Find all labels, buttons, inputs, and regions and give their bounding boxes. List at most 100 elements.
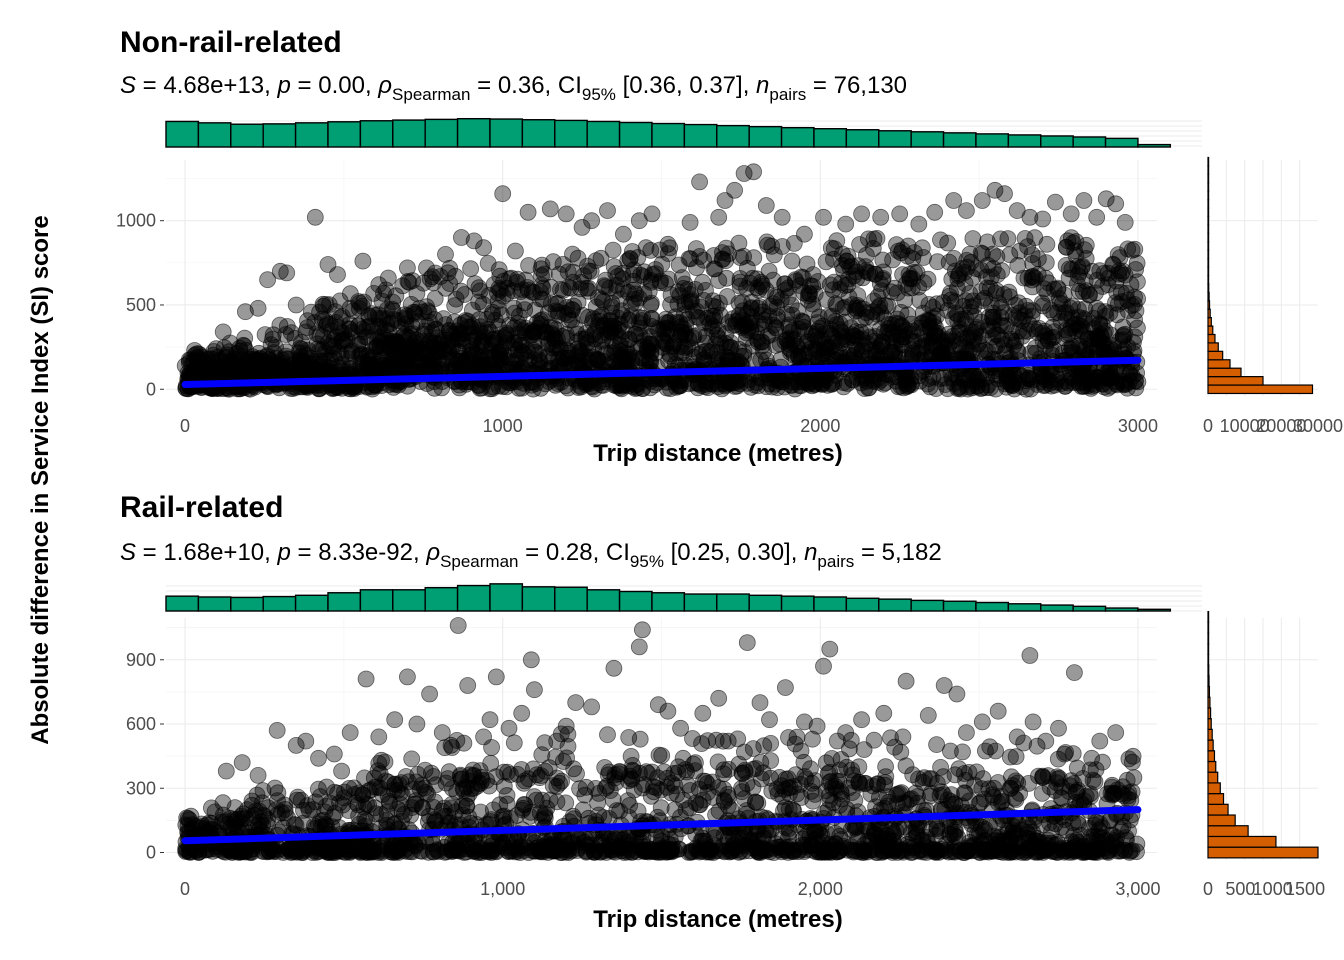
top-hist-bar: [780, 595, 815, 612]
top-marginal-histogram: [165, 117, 1202, 148]
data-point: [961, 285, 979, 302]
side-hist-tick-label: 30000: [1293, 416, 1343, 436]
top-hist-bar: [878, 130, 912, 148]
top-hist-bar: [683, 593, 718, 612]
data-point: [760, 262, 778, 280]
data-point: [953, 310, 970, 328]
data-point: [1075, 192, 1093, 209]
top-hist-bar: [1104, 607, 1139, 612]
data-point: [634, 380, 652, 397]
top-hist-bar: [942, 600, 977, 612]
data-point: [796, 225, 813, 243]
stat-rho-symbol: ρ: [425, 539, 440, 566]
data-point: [709, 375, 726, 393]
side-hist-bar: [1207, 359, 1231, 369]
data-point: [287, 296, 305, 314]
data-point: [910, 215, 928, 233]
data-point: [921, 318, 939, 335]
top-hist-bar: [1137, 608, 1172, 612]
data-point: [966, 824, 984, 841]
top-hist-bar: [165, 120, 200, 148]
data-point: [354, 252, 372, 270]
data-point: [255, 843, 273, 860]
stat-ci-sub: 95%: [582, 85, 616, 104]
data-point: [771, 841, 789, 859]
data-point: [418, 259, 435, 277]
data-point: [355, 323, 373, 341]
data-point: [387, 333, 405, 351]
data-point: [1104, 255, 1122, 273]
data-point: [580, 308, 597, 326]
data-point: [926, 203, 944, 221]
stat-ci-sub: 95%: [630, 552, 664, 571]
top-hist-bar: [716, 124, 750, 148]
side-hist-bar: [1207, 199, 1210, 209]
data-point: [547, 842, 565, 860]
top-hist-bar: [262, 595, 297, 612]
top-hist-bar: [197, 596, 232, 612]
top-hist-bar: [230, 123, 264, 148]
data-point: [572, 280, 589, 298]
data-point: [743, 308, 761, 326]
side-hist-bar: [1207, 317, 1212, 327]
data-point: [457, 797, 475, 815]
top-hist-bar: [521, 119, 556, 148]
data-point: [372, 333, 390, 351]
data-point: [1085, 320, 1103, 338]
data-point: [1056, 843, 1073, 861]
data-point: [1033, 785, 1051, 802]
panel-non-rail: Non-rail-related S = 4.68e+13, p = 0.00,…: [116, 26, 1343, 467]
data-point: [1084, 843, 1102, 861]
data-point: [805, 301, 823, 319]
data-point: [449, 841, 467, 859]
data-point: [990, 843, 1008, 860]
stat-s: 4.68e+13: [163, 72, 264, 99]
data-point: [483, 306, 501, 324]
data-point: [1037, 254, 1055, 272]
data-point: [982, 296, 1000, 314]
data-point: [186, 342, 204, 359]
panel-title: Non-rail-related: [120, 26, 342, 59]
data-point: [532, 767, 550, 784]
data-point: [815, 208, 832, 226]
data-point: [653, 827, 670, 845]
data-point: [694, 273, 711, 291]
data-point: [503, 842, 521, 860]
top-hist-bar: [327, 592, 362, 612]
data-point: [310, 815, 328, 833]
stat-rho: 0.28: [546, 539, 593, 566]
data-point: [767, 287, 784, 305]
top-hist-bar: [586, 589, 621, 612]
top-hist-bar: [1137, 143, 1172, 148]
y-tick-label: 1000: [116, 211, 156, 231]
data-point: [554, 281, 572, 299]
data-point: [1077, 250, 1095, 267]
data-point: [321, 337, 339, 354]
panel-stats: S = 1.68e+10, p = 8.33e-92, ρSpearman = …: [120, 539, 942, 571]
data-point: [710, 272, 728, 290]
data-point: [512, 336, 530, 354]
data-point: [227, 360, 245, 378]
stat-n-sub: pairs: [817, 552, 854, 571]
data-point: [321, 841, 339, 859]
data-point: [1060, 260, 1078, 278]
top-hist-bar: [197, 122, 232, 148]
side-hist-bar: [1207, 241, 1210, 251]
data-point: [397, 354, 415, 372]
data-point: [426, 290, 444, 308]
data-point: [773, 208, 791, 226]
data-point: [661, 313, 678, 331]
data-point: [592, 249, 610, 267]
top-hist-bar: [230, 596, 264, 612]
side-hist-bar: [1207, 207, 1210, 218]
stat-rho: 0.36: [498, 72, 545, 99]
data-point: [1057, 321, 1075, 339]
top-hist-bar: [1040, 135, 1074, 148]
data-point: [901, 270, 919, 288]
top-hist-bar: [1072, 136, 1107, 148]
data-point: [519, 203, 537, 221]
data-point: [741, 274, 759, 292]
data-point: [620, 841, 638, 858]
